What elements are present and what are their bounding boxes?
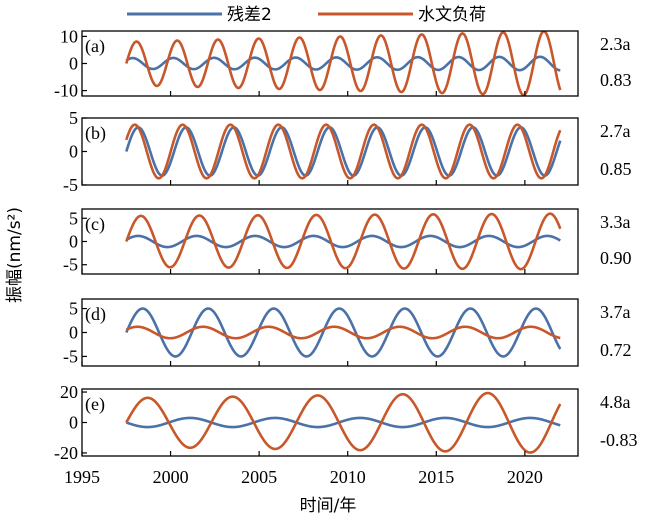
y-tick-label: 5 [69, 208, 78, 228]
series-line-hydro [125, 325, 562, 340]
series-line-residual [125, 234, 562, 249]
x-axis-label: 时间/年 [300, 496, 357, 516]
series-line-hydro [125, 31, 562, 96]
x-tick-label: 2010 [330, 467, 366, 487]
y-tick-label: 5 [69, 108, 78, 128]
x-tick-label: 2020 [507, 467, 543, 487]
y-tick-label: 10 [60, 26, 78, 46]
series-line-hydro [125, 391, 562, 454]
series-line-residual [125, 55, 562, 72]
y-tick-label: -20 [54, 443, 78, 463]
series-line-hydro [125, 212, 562, 271]
panel-frame [81, 388, 579, 457]
period-label: 4.8a [600, 392, 631, 412]
y-tick-label: 0 [69, 54, 78, 74]
y-tick-label: -5 [63, 346, 78, 366]
period-label: 3.7a [600, 302, 631, 322]
period-label: 2.3a [600, 34, 631, 54]
x-tick-label: 1995 [64, 467, 100, 487]
panel-a: -10 0 10 (a) 2.3a 0.83 [54, 26, 632, 100]
correlation-label: 0.83 [600, 70, 632, 90]
panel-d: -5 0 5 (d) 3.7a 0.72 [63, 298, 632, 367]
y-tick-label: 5 [69, 299, 78, 319]
x-tick-label: 2000 [153, 467, 189, 487]
y-tick-label: 0 [69, 232, 78, 252]
y-tick-label: 0 [69, 142, 78, 162]
legend: 残差2 水文负荷 [127, 5, 486, 25]
y-tick-label: 0 [69, 323, 78, 343]
panel-label: (c) [85, 214, 105, 235]
y-tick-label: -10 [54, 81, 78, 101]
panel-c: -5 0 5 (c) 3.3a 0.90 [63, 208, 632, 274]
period-label: 2.7a [600, 121, 631, 141]
y-axis-label: 振幅(nm/s²) [5, 207, 25, 303]
panel-b: -5 0 5 (b) 2.7a 0.85 [63, 108, 632, 195]
y-tick-label: 20 [60, 382, 78, 402]
panel-label: (b) [85, 123, 106, 144]
panel-label: (e) [85, 394, 105, 415]
x-tick-label: 2005 [241, 467, 277, 487]
legend-label-hydro: 水文负荷 [418, 5, 486, 25]
period-label: 3.3a [600, 212, 631, 232]
series-line-residual [125, 416, 562, 429]
series-line-hydro [125, 123, 562, 180]
y-tick-label: -5 [63, 175, 78, 195]
x-tick-labels: 1995 2000 2005 2010 2015 2020 [64, 467, 543, 487]
x-tick-label: 2015 [418, 467, 454, 487]
correlation-label: 0.90 [600, 248, 632, 268]
panels: -10 0 10 (a) 2.3a 0.83 -5 0 5 (b) 2.7a 0.85 -5 0 5 (c) 3… [54, 26, 638, 463]
correlation-label: 0.72 [600, 340, 632, 360]
series-line-residual [125, 126, 562, 177]
correlation-label: 0.85 [600, 159, 632, 179]
panel-label: (a) [85, 36, 105, 57]
y-tick-label: -5 [63, 255, 78, 275]
panel-e: -20 0 20 (e) 4.8a -0.83 [54, 382, 638, 463]
legend-label-residual: 残差2 [227, 5, 272, 25]
panel-label: (d) [85, 304, 106, 325]
correlation-label: -0.83 [600, 430, 638, 450]
y-tick-label: 0 [69, 413, 78, 433]
series-line-residual [125, 307, 562, 358]
